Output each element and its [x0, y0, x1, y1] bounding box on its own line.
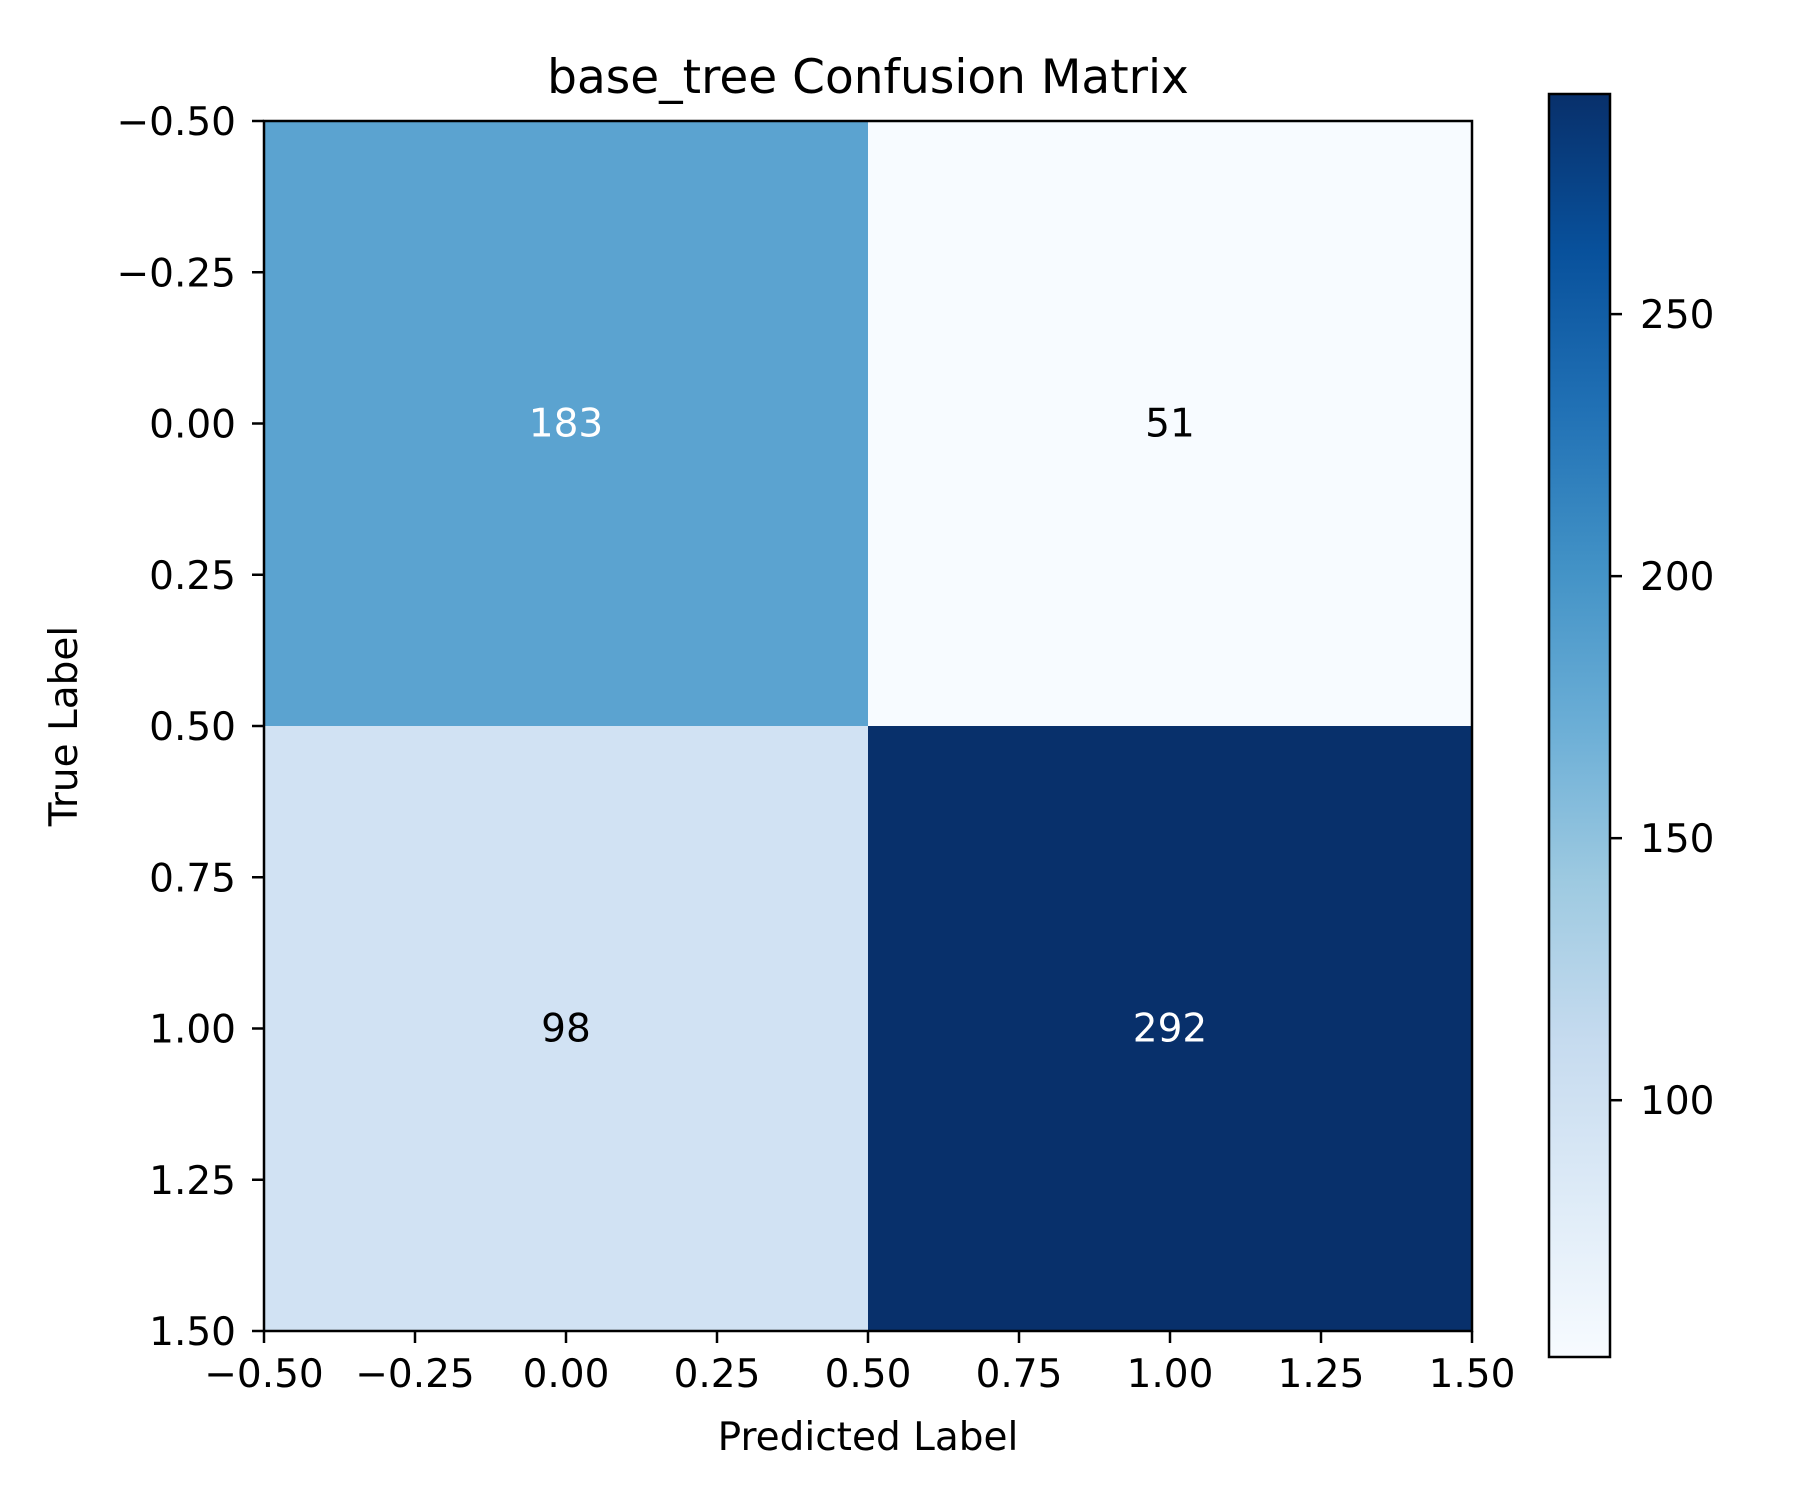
y-tick-label: 0.75 — [149, 856, 236, 901]
y-tick-label: 1.50 — [149, 1310, 236, 1355]
x-axis-ticks: −0.50 −0.25 0.00 0.25 0.50 0.75 1.00 1.25 1.50 — [204, 1331, 1515, 1397]
colorbar-tick-label: 150 — [1640, 817, 1714, 862]
x-tick-label: 1.50 — [1429, 1352, 1516, 1397]
chart-title: base_tree Confusion Matrix — [547, 50, 1189, 105]
colorbar-tick-label: 100 — [1640, 1079, 1714, 1124]
x-tick-label: −0.25 — [355, 1352, 475, 1397]
y-tick-label: 0.25 — [149, 554, 236, 599]
x-tick-label: 0.75 — [976, 1352, 1063, 1397]
y-tick-label: 0.00 — [149, 403, 236, 448]
heatmap-cell — [264, 121, 868, 726]
y-tick-label: 0.50 — [149, 705, 236, 750]
cell-value-labels: 183 51 98 292 — [529, 402, 1207, 1052]
cell-value-label: 292 — [1133, 1007, 1207, 1052]
colorbar-ticks: 100 150 200 250 — [1610, 293, 1714, 1124]
heatmap-cell — [264, 726, 868, 1331]
y-tick-label: 1.25 — [149, 1159, 236, 1204]
heatmap-cell — [868, 726, 1472, 1331]
colorbar-tick-label: 200 — [1640, 555, 1714, 600]
x-tick-label: −0.50 — [204, 1352, 324, 1397]
cell-value-label: 51 — [1145, 402, 1195, 447]
y-tick-label: −0.25 — [116, 251, 236, 296]
x-tick-label: 0.00 — [523, 1352, 610, 1397]
x-axis-label: Predicted Label — [718, 1415, 1019, 1460]
cell-value-label: 183 — [529, 402, 603, 447]
x-tick-label: 0.50 — [825, 1352, 912, 1397]
x-tick-label: 1.00 — [1127, 1352, 1214, 1397]
y-tick-label: 1.00 — [149, 1008, 236, 1053]
colorbar — [1547, 92, 1612, 1359]
heatmap-cell — [868, 121, 1472, 726]
heatmap-cells — [264, 121, 1472, 1331]
y-axis-label: True Label — [42, 626, 87, 827]
x-tick-label: 0.25 — [674, 1352, 761, 1397]
colorbar-tick-label: 250 — [1640, 293, 1714, 338]
cell-value-label: 98 — [541, 1007, 591, 1052]
y-tick-label: −0.50 — [116, 100, 236, 145]
y-axis-ticks: −0.50 −0.25 0.00 0.25 0.50 0.75 1.00 1.25 1.50 — [116, 100, 264, 1355]
x-tick-label: 1.25 — [1278, 1352, 1365, 1397]
